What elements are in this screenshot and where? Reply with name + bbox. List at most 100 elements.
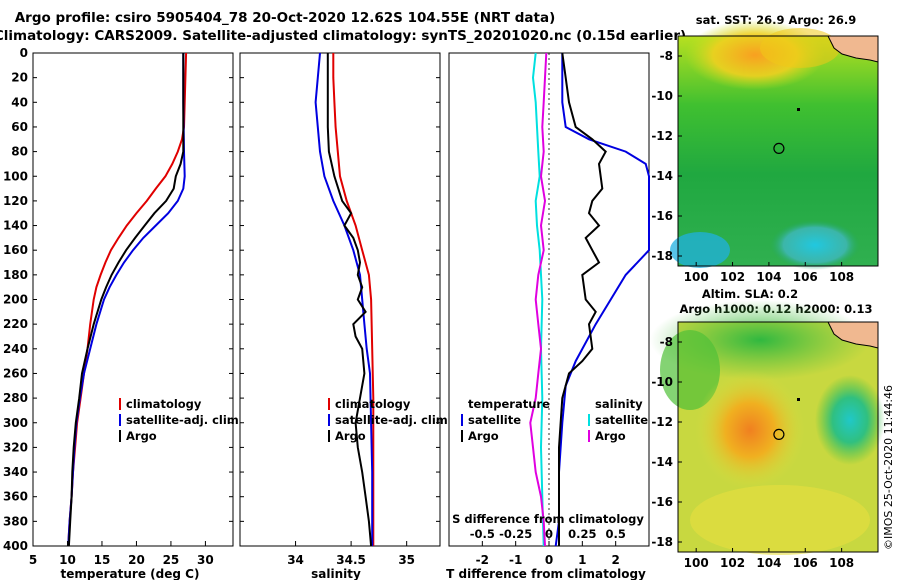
depth-tick-label: 220 [3,317,28,331]
legend-t-argo-label: Argo [468,429,499,443]
longitude-tick-label: 106 [793,270,818,284]
depth-tick-label: 180 [3,268,28,282]
longitude-tick-label: 102 [720,556,745,570]
sla-high-patch [695,370,805,490]
longitude-tick-label: 108 [829,270,854,284]
longitude-tick-label: 100 [684,270,709,284]
argo-float-marker [773,428,785,440]
sla-map: Argo h1000: 0.12 h2000: 0.13 10010210410… [650,300,885,570]
series-line-argo [67,53,185,547]
depth-tick-label: 280 [3,391,28,405]
sla-map-title-top: Altim. SLA: 0.2 [702,287,798,301]
depth-tick-label: 80 [11,145,28,159]
imos-stamp-text: ©IMOS 25-Oct-2020 11:44:46 [882,385,895,550]
depth-tick-label: 160 [3,243,28,257]
t-diff-tick-label: 0 [545,553,553,567]
argo-float-marker [773,142,785,154]
legend-climatology-label: climatology [335,397,411,411]
sst-map: sat. SST: 26.9 Argo: 26.9 100 102 104 106 10… [651,13,879,284]
sla-green-patch-west [660,330,720,410]
longitude-tick-label: 108 [829,556,854,570]
x-tick-label: 20 [128,553,145,567]
latitude-tick-label: -10 [651,375,673,389]
x-tick-label: 15 [94,553,111,567]
legend-argo-label: Argo [335,429,366,443]
depth-tick-label: 140 [3,219,28,233]
depth-tick-label: 300 [3,416,28,430]
legend-satellite-label: satellite-adj. clim. [126,413,243,427]
legend-satellite-label: satellite-adj. clim. [335,413,452,427]
legend-t-satellite-label: satellite [468,413,521,427]
latitude-tick-label: -8 [660,49,673,63]
series-line-argo [326,53,373,547]
title-line-1: Argo profile: csiro 5905404_78 20-Oct-20… [15,10,556,26]
x-tick-label: 35 [398,553,415,567]
latitude-tick-label: -14 [651,455,673,469]
salinity-axis-label: salinity [311,567,361,580]
x-tick-label: 5 [29,553,37,567]
legend-climatology-label: climatology [126,397,202,411]
title-line-2: Climatology: CARS2009. Satellite-adjuste… [0,28,686,44]
x-tick-label: 34 [287,553,304,567]
s-diff-tick-label: -0.25 [499,527,532,541]
latitude-tick-label: -16 [651,495,673,509]
series-line-s-satellite [531,52,545,547]
t-diff-tick-label: 2 [611,553,619,567]
depth-tick-label: 380 [3,514,28,528]
latitude-tick-label: -12 [651,415,673,429]
series-line-s-argo [529,52,548,547]
depth-tick-label: 360 [3,490,28,504]
depth-tick-label: 200 [3,293,28,307]
latitude-tick-label: -18 [651,535,673,549]
longitude-tick-label: 106 [793,556,818,570]
depth-tick-label: 60 [11,120,28,134]
series-line-climatology [332,53,375,546]
latitude-tick-label: -14 [651,169,673,183]
longitude-tick-label: 104 [756,270,781,284]
sst-cool-patch-southwest [670,232,730,268]
depth-tick-label: 320 [3,440,28,454]
temperature-axis-label: temperature (deg C) [61,567,200,580]
sst-cool-patch-south [770,220,860,270]
t-difference-axis-label: T difference from climatology [446,567,646,580]
s-diff-tick-label: 0.5 [605,527,625,541]
depth-tick-label: 20 [11,71,28,85]
legend-salinity-heading: salinity [595,397,643,411]
sla-small-island [797,398,800,401]
s-difference-axis-label: S difference from climatology [452,512,644,526]
legend-temperature-heading: temperature [468,397,550,411]
sla-map-frame [677,321,879,553]
x-tick-label: 25 [163,553,180,567]
difference-legend-salinity: salinity satellite Argo [588,397,648,443]
depth-tick-label: 120 [3,194,28,208]
depth-tick-label: 260 [3,366,28,380]
t-diff-tick-label: -2 [476,553,489,567]
sla-cool-patch [815,375,885,465]
t-diff-tick-label: 1 [578,553,586,567]
salinity-plot-frame [239,52,441,547]
depth-tick-label: 400 [3,539,28,553]
longitude-tick-label: 102 [720,270,745,284]
temperature-legend: climatology satellite-adj. clim. Argo [119,397,243,443]
t-diff-tick-label: -1 [509,553,522,567]
latitude-tick-label: -12 [651,129,673,143]
legend-argo-label: Argo [126,429,157,443]
difference-legend-temperature: temperature satellite Argo [461,397,550,443]
temperature-plot-frame [32,52,234,547]
sst-warm-patch-north [760,28,840,68]
series-line-t-argo [558,52,607,546]
depth-tick-label: 240 [3,342,28,356]
depth-tick-label: 100 [3,169,28,183]
latitude-tick-label: -16 [651,209,673,223]
legend-s-argo-label: Argo [595,429,626,443]
latitude-tick-label: -18 [651,249,673,263]
latitude-tick-label: -8 [660,335,673,349]
difference-panel: -2 -1 0 1 2 -0.5 -0.25 0 0.25 0.5 S difference f… [446,52,650,580]
salinity-panel: 34 34.5 35 salinity climatology satellite-… [239,52,452,580]
depth-tick-label: 40 [11,95,28,109]
x-tick-label: 10 [59,553,76,567]
depth-tick-label: 340 [3,465,28,479]
s-diff-tick-label: 0 [545,527,553,541]
sst-small-island [797,108,800,111]
